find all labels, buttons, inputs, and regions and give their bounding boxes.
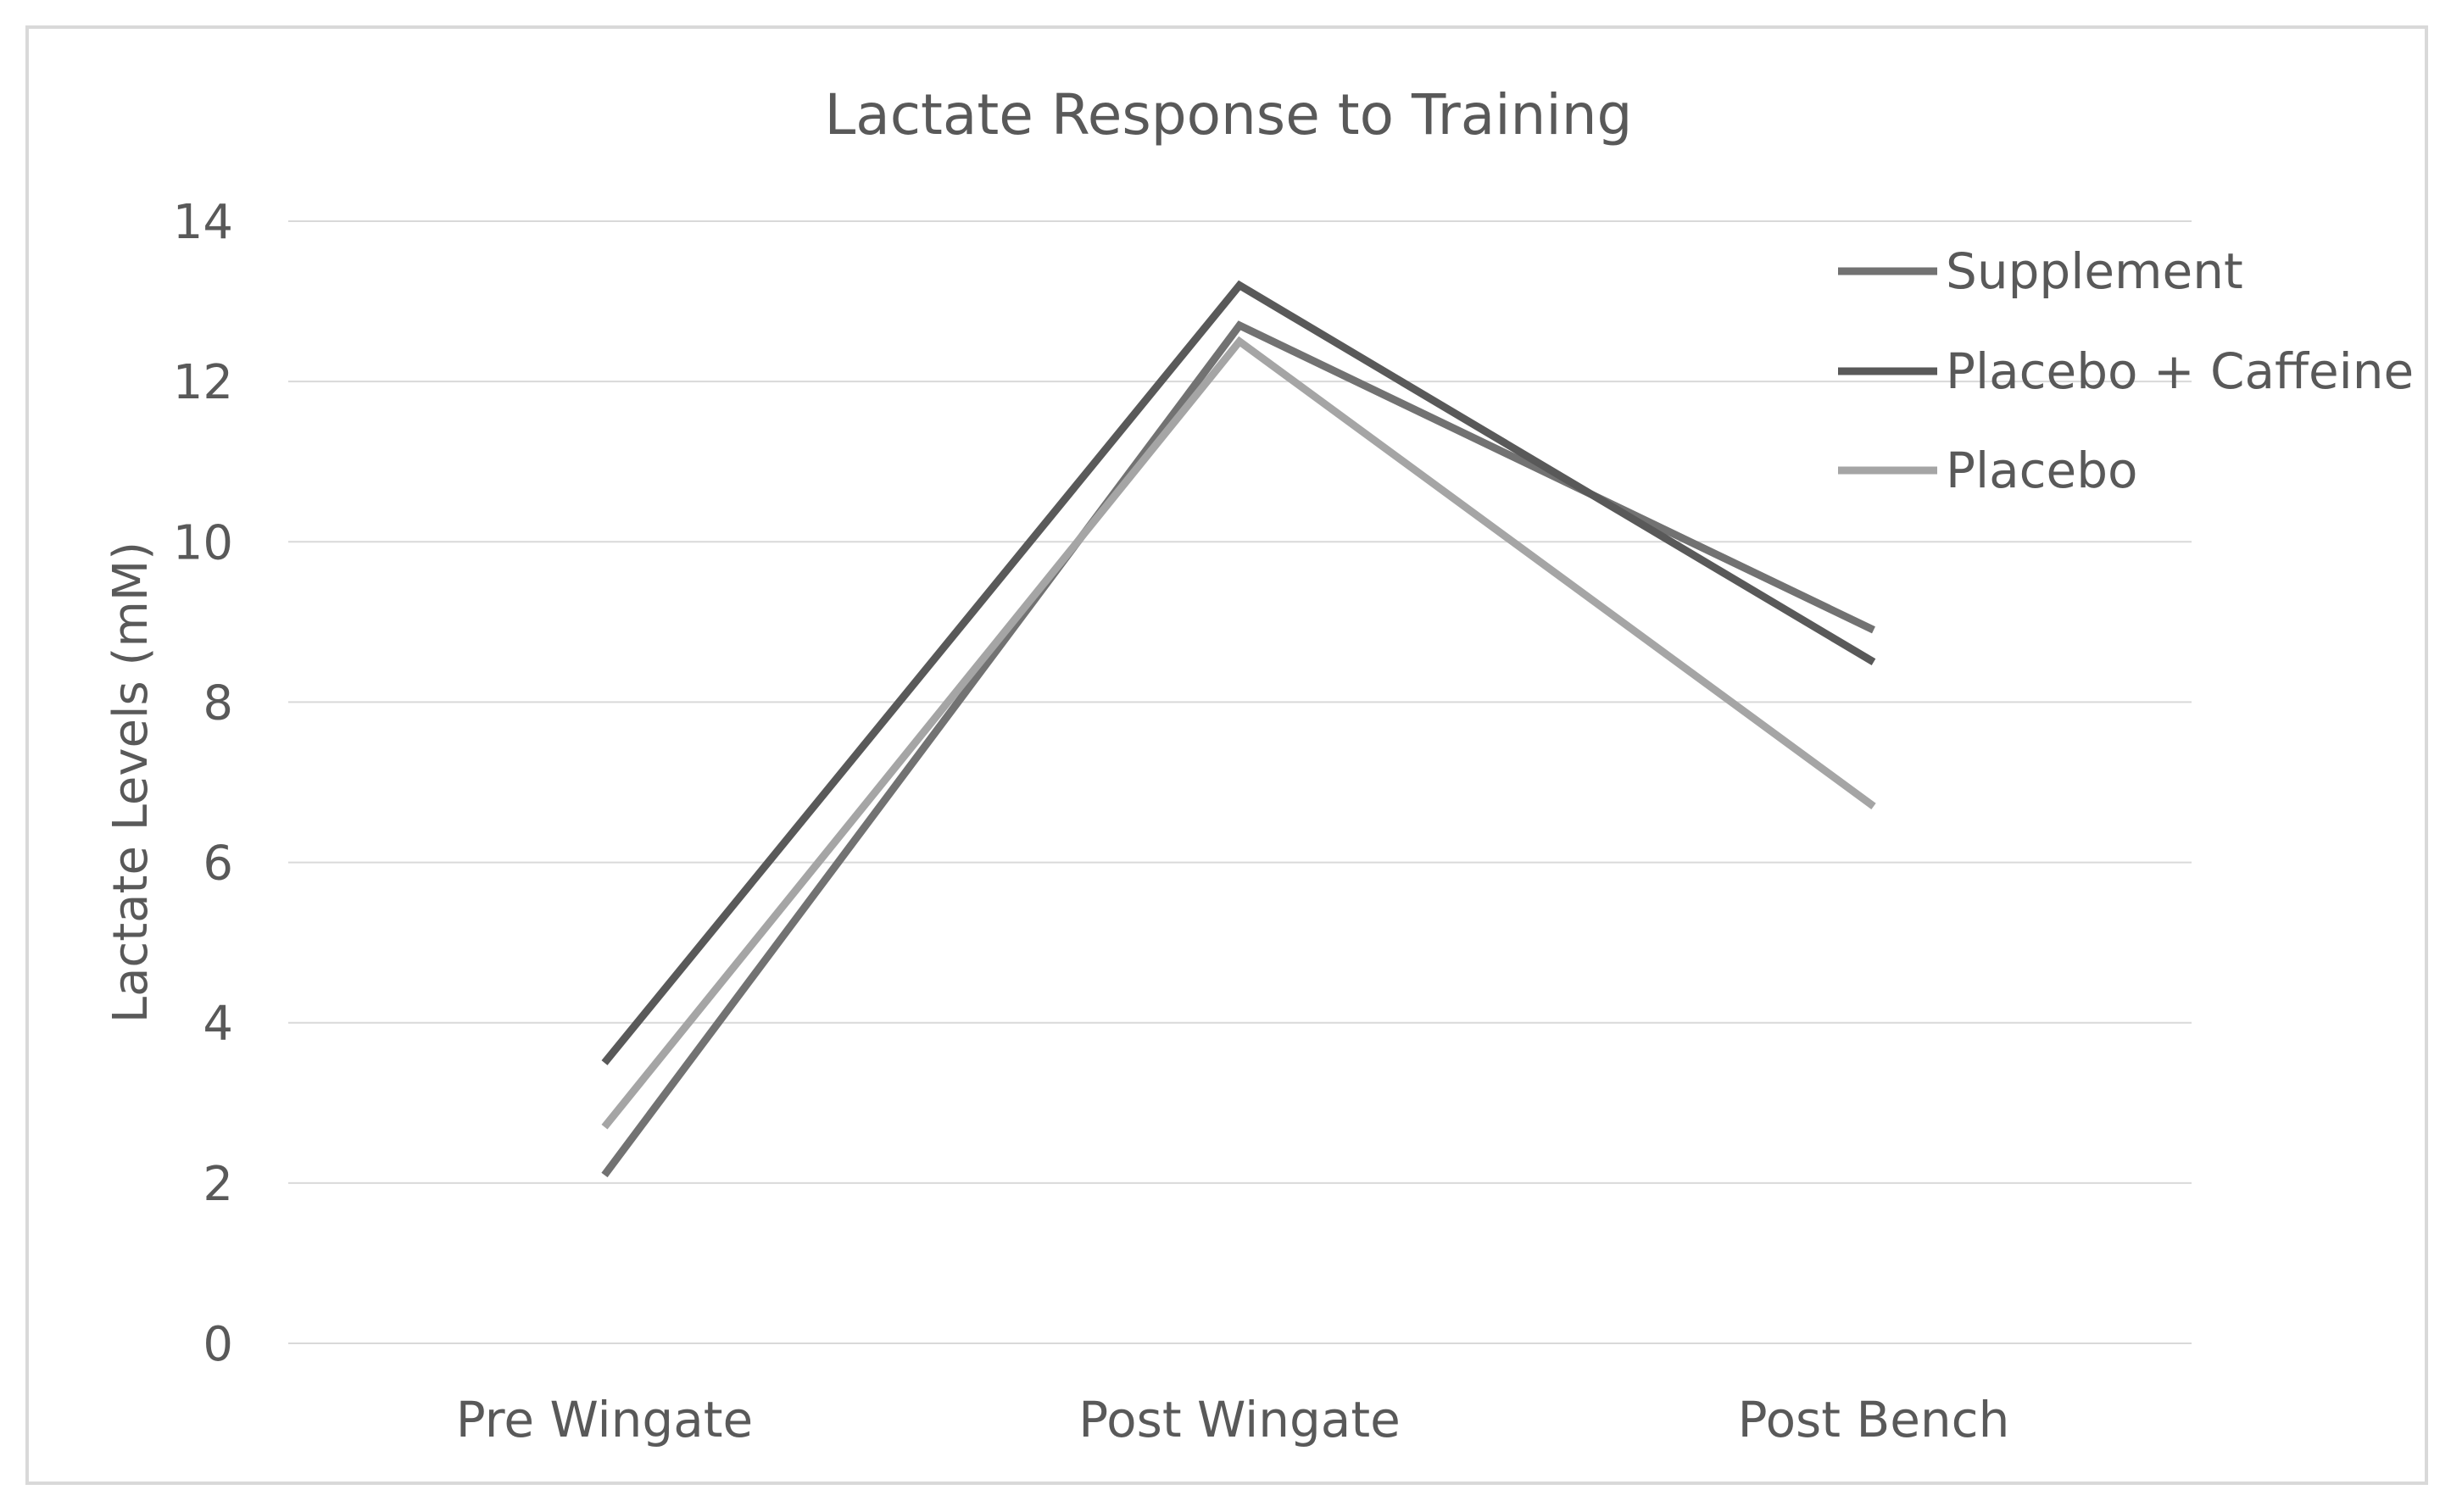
x-tick-label: Pre Wingate [456,1391,753,1448]
y-tick-label: 2 [203,1157,233,1212]
legend-label: Supplement [1946,242,2243,300]
y-tick-label: 12 [173,355,233,410]
legend-label: Placebo [1946,442,2138,499]
y-tick-label: 4 [203,997,233,1052]
y-tick-label: 8 [203,675,233,731]
x-axis-ticks: Pre Wingate Post Wingate Post Bench [456,1391,2010,1448]
y-tick-label: 6 [203,837,233,892]
x-tick-label: Post Wingate [1078,1391,1401,1448]
x-tick-label: Post Bench [1738,1391,2010,1448]
legend-label: Placebo + Caffeine [1946,342,2414,400]
y-tick-label: 14 [173,195,233,250]
chart-title: Lactate Response to Training [825,82,1633,147]
y-axis-label: Lactate Levels (mM) [103,542,159,1023]
y-tick-label: 10 [173,515,233,570]
y-tick-label: 0 [203,1317,233,1372]
